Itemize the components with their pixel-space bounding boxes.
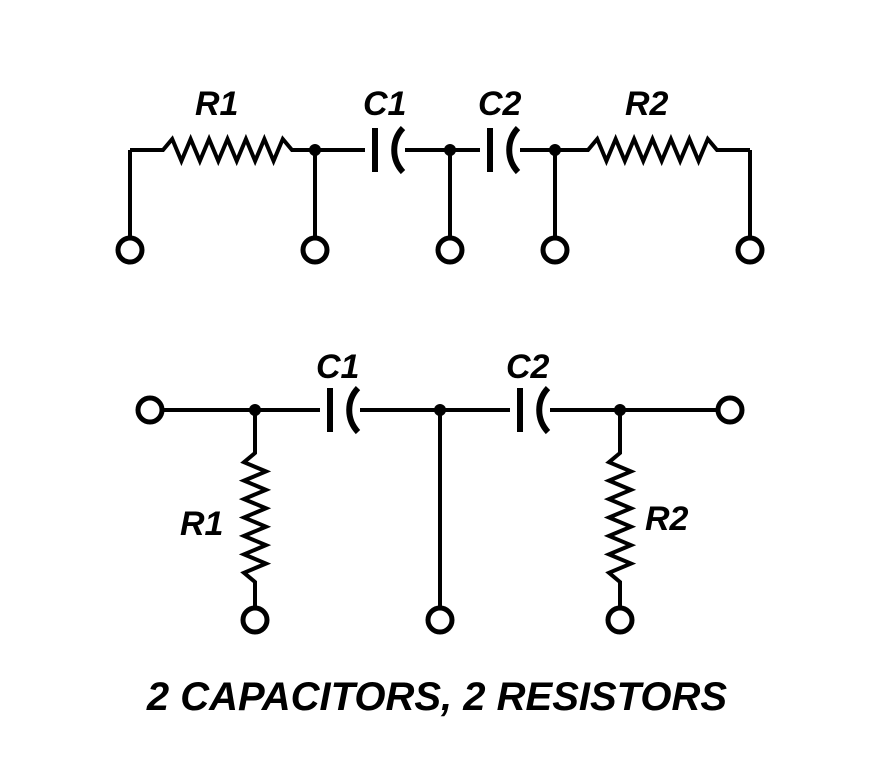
- c1-label: C1: [363, 85, 406, 123]
- r1-label: R1: [180, 505, 223, 543]
- r1-label: R1: [195, 85, 238, 123]
- caption: 2 CAPACITORS, 2 RESISTORS: [146, 675, 727, 719]
- c2-label: C2: [478, 85, 522, 123]
- c1-label: C1: [316, 348, 359, 386]
- c2-label: C2: [506, 348, 550, 386]
- r2-label: R2: [645, 500, 689, 538]
- r2-label: R2: [625, 85, 669, 123]
- circuit-diagram: R1 R2 C1 C2 R1 R2 C1 C2 2 CAPACITORS, 2 RESISTOR…: [0, 0, 874, 760]
